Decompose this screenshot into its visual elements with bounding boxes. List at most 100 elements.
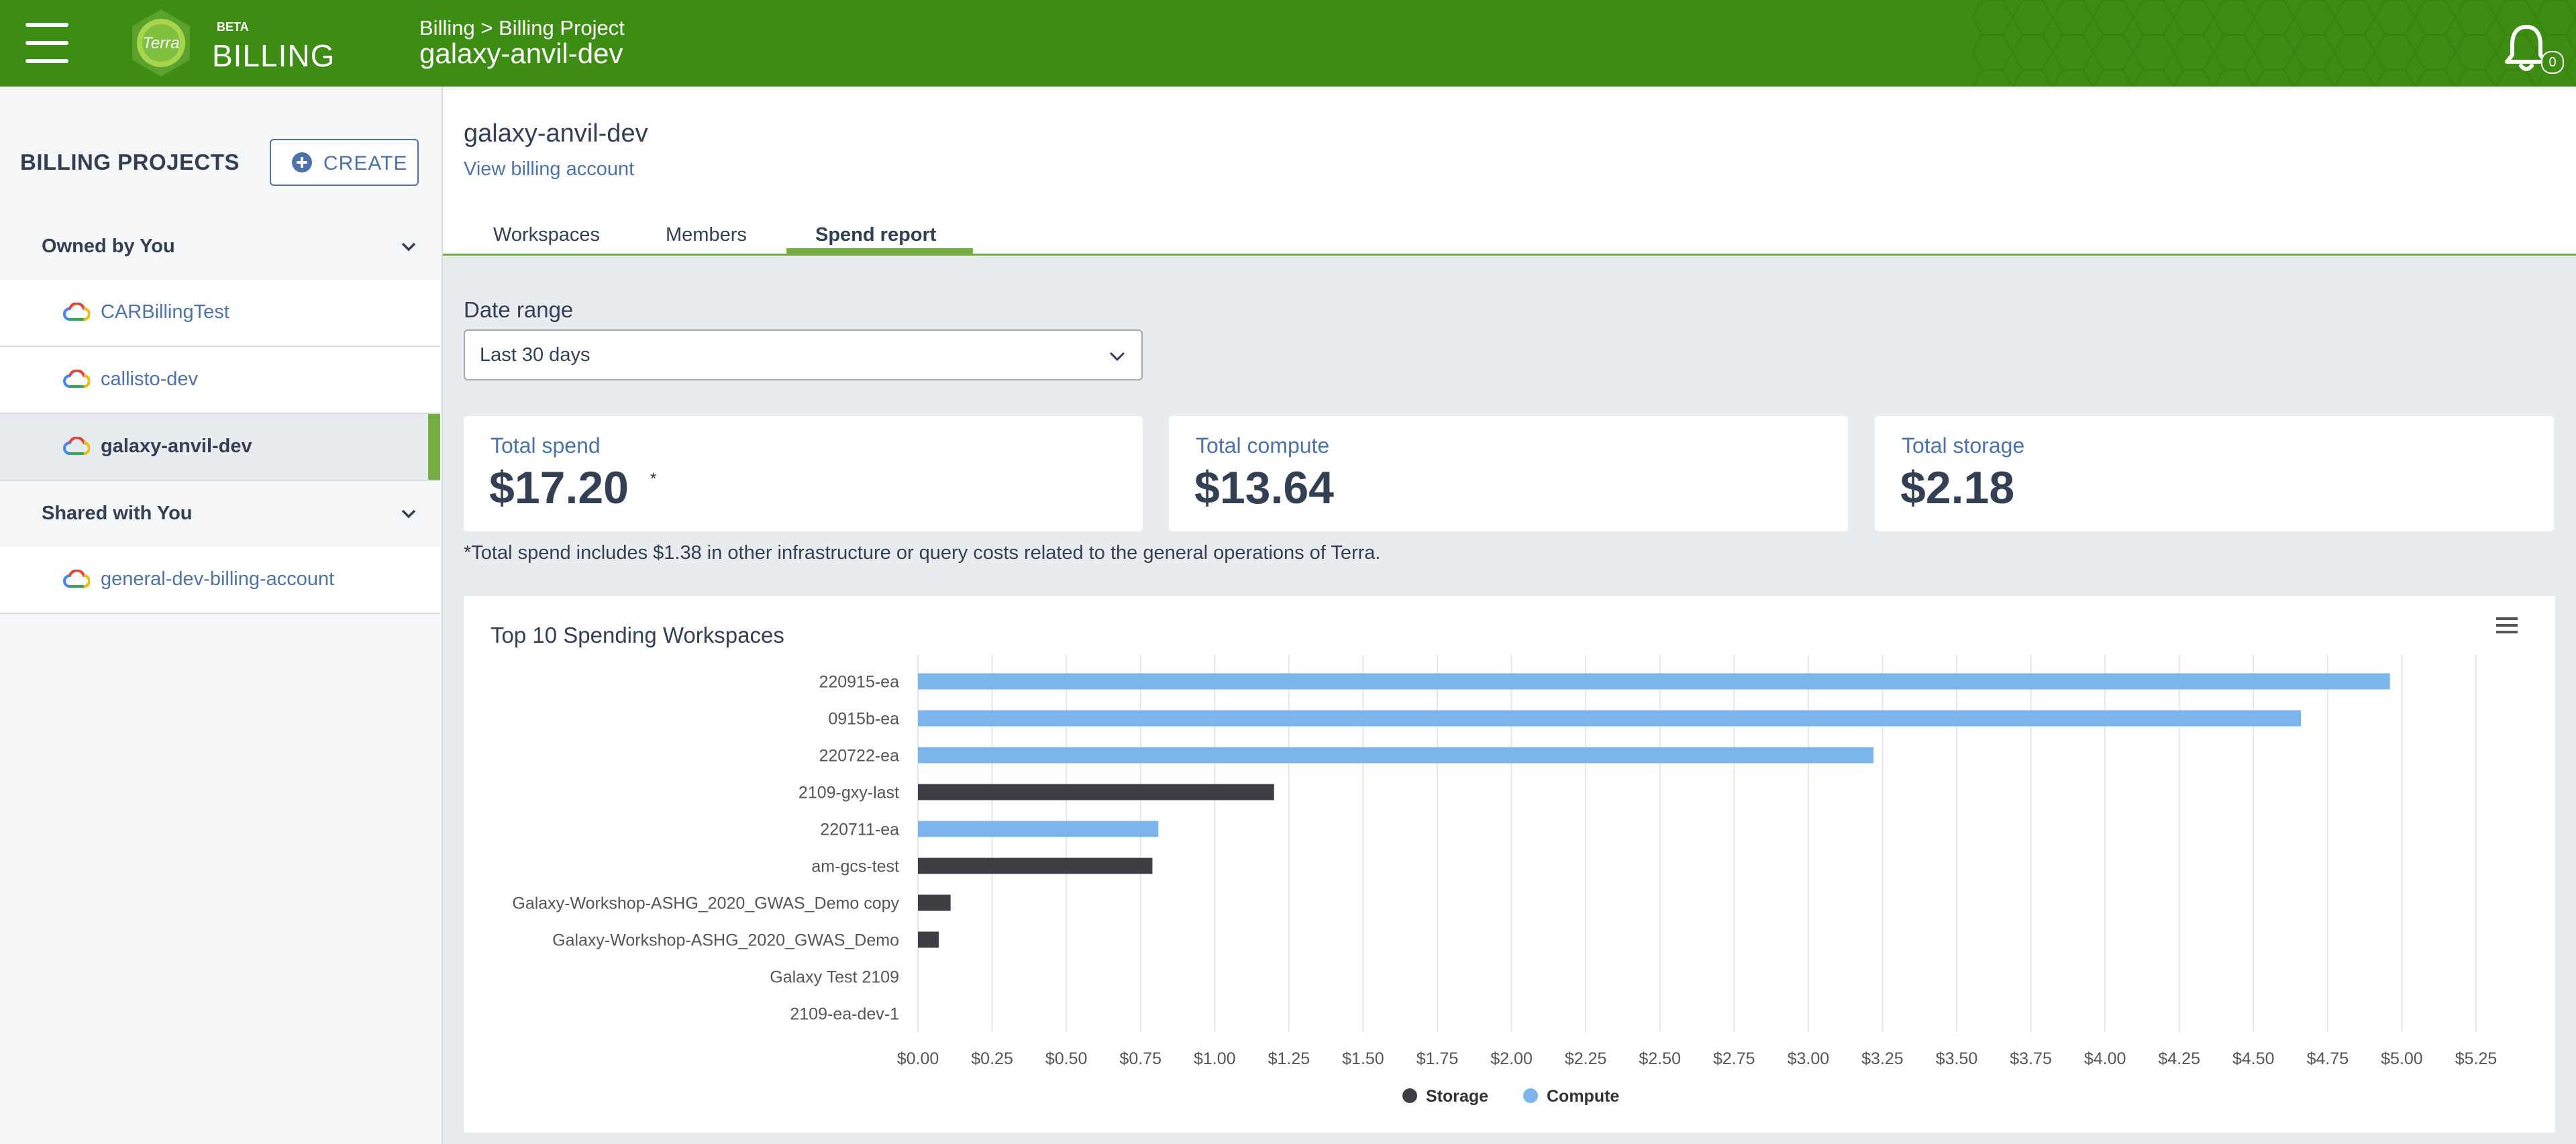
- legend-label: Compute: [1547, 1087, 1619, 1106]
- category-label: 220915-ea: [819, 673, 899, 692]
- x-tick-label: $2.25: [1565, 1049, 1607, 1068]
- sidebar: BILLING PROJECTS CREATE Owned by You CAR…: [0, 87, 443, 1144]
- category-label: Galaxy-Workshop-ASHG_2020_GWAS_Demo: [552, 931, 899, 950]
- owned-section-label: Owned by You: [42, 236, 175, 257]
- card-label: Total compute: [1196, 433, 1330, 458]
- x-tick-label: $0.75: [1119, 1049, 1162, 1068]
- breadcrumb-billing-link[interactable]: Billing: [419, 16, 475, 40]
- sidebar-item-label: general-dev-billing-account: [101, 568, 335, 590]
- sidebar-item-carbillingtest[interactable]: CARBillingTest: [0, 280, 440, 347]
- date-range-value: Last 30 days: [480, 344, 590, 366]
- footnote-marker: *: [650, 470, 657, 488]
- project-header-panel: [443, 87, 2576, 254]
- category-label: 220711-ea: [820, 821, 899, 839]
- chevron-down-icon: [1109, 352, 1125, 362]
- google-cloud-icon: [63, 370, 90, 388]
- x-tick-label: $2.75: [1713, 1049, 1755, 1068]
- google-cloud-icon: [63, 570, 90, 588]
- tab-spend-report[interactable]: Spend report: [815, 224, 937, 246]
- tab-members[interactable]: Members: [666, 224, 747, 246]
- bar: [918, 821, 1159, 837]
- app-name: BILLING: [212, 38, 336, 73]
- google-cloud-icon: [63, 437, 90, 455]
- view-billing-account-link[interactable]: View billing account: [464, 158, 635, 180]
- google-cloud-icon: [63, 303, 90, 321]
- bar: [918, 894, 951, 911]
- x-tick-label: $2.50: [1639, 1049, 1681, 1068]
- notification-count: 0: [2541, 51, 2564, 74]
- chevron-down-icon: [401, 242, 416, 252]
- total-storage-card: Total storage $2.18: [1875, 416, 2554, 531]
- sidebar-item-label: callisto-dev: [101, 368, 199, 390]
- plus-circle-icon: [292, 152, 312, 172]
- project-title: galaxy-anvil-dev: [464, 119, 648, 148]
- sidebar-title: BILLING PROJECTS: [20, 150, 240, 174]
- tab-workspaces[interactable]: Workspaces: [493, 224, 601, 246]
- terra-logo: Terra: [132, 9, 190, 76]
- category-label: 0915b-ea: [828, 710, 899, 729]
- date-range-select[interactable]: Last 30 days: [464, 329, 1143, 380]
- breadcrumb-section: Billing Project: [499, 16, 625, 40]
- x-tick-label: $4.75: [2307, 1049, 2349, 1068]
- x-tick-label: $1.75: [1416, 1049, 1459, 1068]
- shared-section-toggle[interactable]: Shared with You: [0, 480, 440, 547]
- x-tick-label: $0.25: [971, 1049, 1013, 1068]
- card-value: $2.18: [1900, 462, 2015, 513]
- bar: [918, 857, 1153, 874]
- x-tick-label: $0.00: [897, 1049, 939, 1068]
- owned-section-toggle[interactable]: Owned by You: [0, 213, 440, 280]
- x-tick-label: $4.00: [2084, 1049, 2126, 1068]
- bar: [918, 747, 1874, 764]
- category-label: 2109-gxy-last: [798, 784, 899, 802]
- card-value: $17.20: [489, 462, 629, 513]
- x-tick-label: $3.50: [1936, 1049, 1978, 1068]
- tab-divider: [443, 254, 2576, 256]
- breadcrumb-separator: >: [480, 16, 493, 40]
- chart-menu-icon[interactable]: [2495, 615, 2519, 636]
- sidebar-item-galaxy-anvil-dev[interactable]: galaxy-anvil-dev: [0, 414, 440, 481]
- bell-icon[interactable]: [2503, 21, 2550, 75]
- x-tick-label: $5.25: [2455, 1049, 2497, 1068]
- legend-swatch: [1523, 1088, 1538, 1103]
- bar: [918, 710, 2302, 727]
- menu-icon[interactable]: [25, 23, 68, 63]
- beta-badge: BETA: [217, 20, 249, 34]
- logo-text: Terra: [142, 34, 179, 52]
- sidebar-item-label: CARBillingTest: [101, 301, 229, 323]
- x-tick-label: $1.50: [1342, 1049, 1384, 1068]
- create-project-button[interactable]: CREATE: [270, 139, 419, 186]
- category-label: 220722-ea: [819, 747, 899, 766]
- date-range-label: Date range: [464, 297, 574, 322]
- sidebar-item-label: galaxy-anvil-dev: [101, 435, 252, 457]
- bar: [918, 784, 1274, 800]
- bar: [918, 673, 2390, 690]
- x-tick-label: $1.00: [1194, 1049, 1236, 1068]
- breadcrumb: Billing > Billing Project: [419, 16, 625, 40]
- x-tick-label: $4.50: [2232, 1049, 2275, 1068]
- x-tick-label: $4.25: [2158, 1049, 2200, 1068]
- sidebar-item-callisto-dev[interactable]: callisto-dev: [0, 347, 440, 414]
- x-tick-label: $2.00: [1490, 1049, 1533, 1068]
- sidebar-item-general-dev-billing-account[interactable]: general-dev-billing-account: [0, 547, 440, 614]
- total-compute-card: Total compute $13.64: [1169, 416, 1848, 531]
- category-label: 2109-ea-dev-1: [790, 1005, 899, 1024]
- hexagon-pattern: [1972, 0, 2576, 87]
- active-tab-indicator: [786, 248, 973, 256]
- bar: [918, 931, 939, 948]
- category-label: am-gcs-test: [811, 857, 899, 876]
- chart-title: Top 10 Spending Workspaces: [491, 623, 784, 647]
- header-title: galaxy-anvil-dev: [419, 38, 623, 69]
- card-value: $13.64: [1194, 462, 1334, 513]
- category-label: Galaxy Test 2109: [770, 968, 899, 987]
- card-label: Total storage: [1902, 433, 2025, 458]
- card-label: Total spend: [491, 433, 601, 458]
- x-tick-label: $3.75: [2010, 1049, 2052, 1068]
- spend-footnote: *Total spend includes $1.38 in other inf…: [464, 542, 1381, 564]
- legend-swatch: [1402, 1088, 1417, 1103]
- x-tick-label: $3.00: [1788, 1049, 1830, 1068]
- category-label: Galaxy-Workshop-ASHG_2020_GWAS_Demo copy: [512, 894, 899, 913]
- chevron-down-icon: [401, 509, 416, 519]
- total-spend-card: Total spend $17.20 *: [464, 416, 1143, 531]
- x-tick-label: $3.25: [1861, 1049, 1904, 1068]
- x-tick-label: $5.00: [2381, 1049, 2423, 1068]
